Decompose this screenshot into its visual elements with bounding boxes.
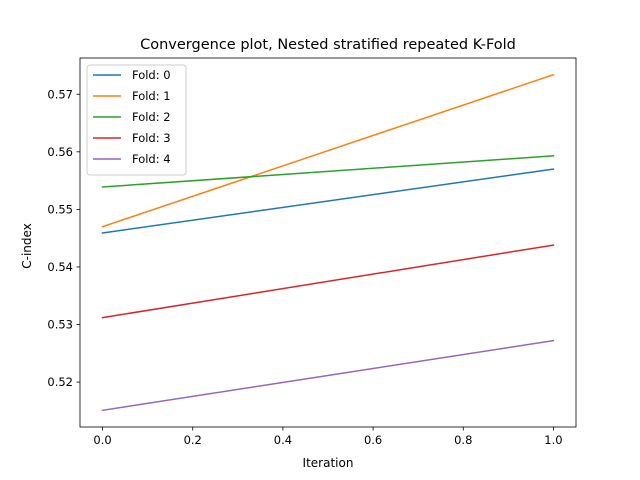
y-tick-label: 0.53 (47, 318, 73, 332)
chart-title: Convergence plot, Nested stratified repe… (140, 37, 516, 53)
x-tick-label: 0.0 (93, 433, 111, 447)
legend-label-fold-0: Fold: 0 (132, 68, 171, 82)
legend-box (86, 64, 187, 176)
legend-label-fold-4: Fold: 4 (132, 152, 171, 166)
y-tick-label: 0.56 (47, 145, 73, 159)
plot-area: 0.0 0.2 0.4 0.6 0.8 1.0 0.52 0.53 0.54 0.55 0.56 0.… (47, 57, 577, 447)
y-tick-label: 0.52 (47, 375, 73, 389)
y-tick-label: 0.54 (47, 260, 73, 274)
axes-frame (79, 57, 577, 428)
series-line-fold-0 (101, 168, 555, 234)
legend-label-fold-1: Fold: 1 (132, 89, 171, 103)
x-tick-label: 0.4 (274, 433, 292, 447)
y-tick-label: 0.55 (47, 202, 73, 216)
series-line-fold-1 (101, 73, 555, 228)
x-tick-label: 0.2 (184, 433, 202, 447)
x-tick-label: 1.0 (544, 433, 562, 447)
series-line-fold-2 (101, 155, 555, 188)
series-line-fold-3 (101, 244, 555, 319)
legend-label-fold-3: Fold: 3 (132, 131, 171, 145)
x-tick-label: 0.8 (454, 433, 472, 447)
y-axis-label: C-index (20, 223, 34, 269)
x-axis-label: Iteration (303, 456, 354, 470)
y-tick-label: 0.57 (47, 87, 73, 101)
series-line-fold-4 (101, 339, 555, 412)
legend-label-fold-2: Fold: 2 (132, 110, 171, 124)
x-tick-label: 0.6 (364, 433, 382, 447)
